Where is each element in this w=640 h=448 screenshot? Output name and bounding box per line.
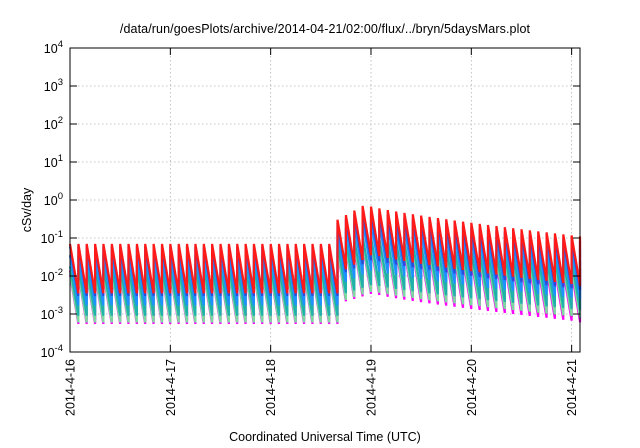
x-tick-label: 2014-4-19 xyxy=(364,359,378,416)
y-tick-label: 104 xyxy=(44,39,63,56)
y-tick-label: 10-4 xyxy=(41,343,63,360)
x-tick-label: 2014-4-17 xyxy=(164,359,178,416)
x-tick-label: 2014-4-20 xyxy=(465,359,479,416)
x-tick-label: 2014-4-18 xyxy=(264,359,278,416)
x-tick-label: 2014-4-21 xyxy=(565,359,579,416)
y-tick-label: 101 xyxy=(44,153,63,170)
x-tick-label: 2014-4-16 xyxy=(64,359,78,416)
y-axis: 10-4 10-3 10-2 10-1 100 101 102 103 104 xyxy=(41,39,580,360)
x-axis: 2014-4-16 2014-4-17 2014-4-18 2014-4-19 2014… xyxy=(64,48,579,416)
chart-title: /data/run/goesPlots/archive/2014-04-21/0… xyxy=(119,22,531,36)
y-tick-label: 102 xyxy=(44,115,63,132)
y-tick-label: 10-3 xyxy=(41,305,63,322)
x-axis-label: Coordinated Universal Time (UTC) xyxy=(229,430,421,444)
data-series-line xyxy=(68,205,582,294)
y-tick-label: 100 xyxy=(44,191,63,208)
y-tick-label: 103 xyxy=(44,77,63,94)
series-group xyxy=(68,205,582,325)
y-tick-label: 10-2 xyxy=(41,267,63,284)
y-tick-label: 10-1 xyxy=(41,229,63,246)
y-axis-label: cSv/day xyxy=(20,187,34,232)
